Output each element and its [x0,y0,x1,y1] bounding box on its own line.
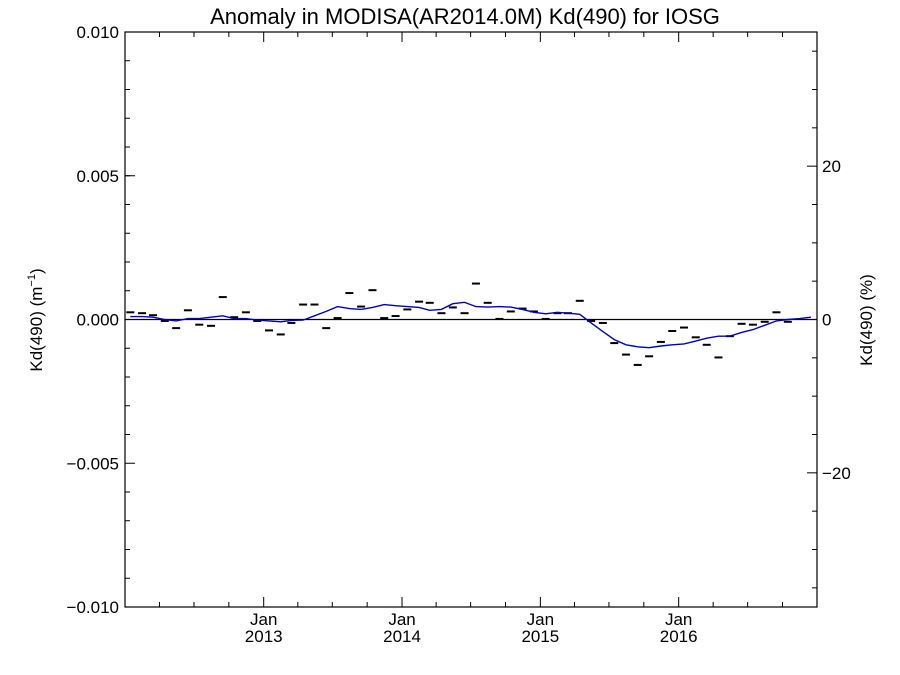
series-layer [126,282,811,366]
x-tick-label-year: 2016 [660,627,698,646]
y-tick-label-right: 0 [822,311,831,330]
x-tick-label-month: Jan [665,610,692,629]
x-tick-label-year: 2013 [245,627,283,646]
y-tick-label-left: 0.010 [76,23,119,42]
y-tick-label-left: 0.000 [76,311,119,330]
y-tick-label-right: 20 [822,157,841,176]
y-axis-label-right: Kd(490) (%) [857,274,876,366]
y-tick-label-left: −0.005 [67,454,119,473]
chart-title: Anomaly in MODISA(AR2014.0M) Kd(490) for… [210,4,720,29]
x-tick-label-month: Jan [250,610,277,629]
running-mean-line [130,301,811,349]
y-tick-label-left: −0.010 [67,598,119,617]
y-tick-label-right: −20 [822,464,851,483]
x-tick-label-month: Jan [527,610,554,629]
ticks-layer: 0.0100.0050.000−0.005−0.010200−20Jan2013… [67,23,851,646]
y-tick-label-left: 0.005 [76,167,119,186]
x-tick-label-year: 2015 [521,627,559,646]
y-axis-label-left: Kd(490) (m−1) [26,268,46,371]
x-tick-label-year: 2014 [383,627,421,646]
x-tick-label-month: Jan [388,610,415,629]
